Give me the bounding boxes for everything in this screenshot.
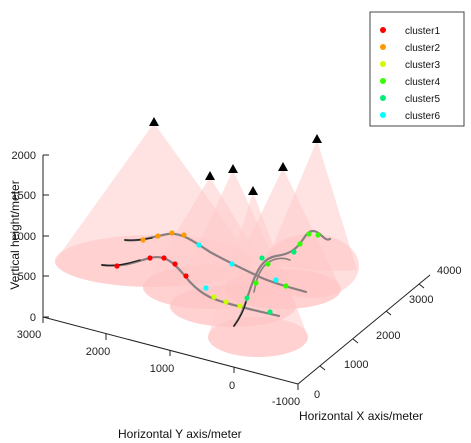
legend-marker-cluster4 bbox=[380, 78, 386, 84]
y-axis-title: Horizontal Y axis/meter bbox=[118, 427, 242, 441]
z-tick-label: 1000 bbox=[12, 231, 36, 243]
point-cluster6 bbox=[196, 242, 202, 248]
x-axis-line bbox=[297, 274, 431, 385]
y-tick-label: 0 bbox=[229, 380, 235, 392]
x-tick-label: 1000 bbox=[344, 359, 368, 371]
cluster-points bbox=[114, 230, 321, 315]
point-cluster4 bbox=[306, 231, 312, 237]
apex-triangle-2 bbox=[205, 171, 215, 180]
legend-marker-cluster6 bbox=[380, 112, 386, 118]
y-tick-label: -1000 bbox=[272, 396, 300, 408]
legend-marker-cluster3 bbox=[380, 61, 386, 67]
x-tick-label: 2000 bbox=[376, 330, 400, 342]
apex-triangle-1 bbox=[149, 117, 159, 126]
point-cluster6 bbox=[203, 285, 209, 291]
point-cluster4 bbox=[283, 283, 289, 289]
apex-triangle-3 bbox=[228, 164, 238, 173]
legend-label-cluster4: cluster4 bbox=[405, 77, 440, 88]
point-cluster5 bbox=[244, 295, 250, 301]
x-tick-mark bbox=[319, 365, 326, 371]
point-cluster5 bbox=[259, 255, 265, 261]
x-tick-mark bbox=[418, 283, 425, 289]
x-tick-mark bbox=[352, 338, 359, 344]
point-cluster5 bbox=[267, 309, 273, 315]
z-tick-labels: 0 500 1000 1500 2000 bbox=[12, 150, 36, 324]
trajectory-3-dark bbox=[233, 301, 247, 327]
x-tick-labels: 0 1000 2000 3000 4000 bbox=[314, 265, 461, 401]
y-tick-label: 1000 bbox=[150, 363, 174, 375]
legend: cluster1 cluster2 cluster3 cluster4 clus… bbox=[369, 11, 465, 127]
point-cluster2 bbox=[169, 230, 175, 236]
point-cluster3 bbox=[211, 294, 217, 300]
legend-marker-cluster1 bbox=[380, 27, 386, 33]
x-axis-title: Horizontal X axis/meter bbox=[299, 409, 423, 423]
uav-cone-6 bbox=[263, 140, 359, 298]
legend-label-cluster6: cluster6 bbox=[405, 111, 440, 122]
z-axis-title: Vertical height/meter bbox=[8, 180, 22, 289]
point-cluster1 bbox=[114, 263, 120, 269]
z-tick-label: 2000 bbox=[12, 150, 36, 162]
point-cluster6 bbox=[273, 277, 279, 283]
apex-triangle-4 bbox=[248, 186, 258, 195]
z-tick-label: 500 bbox=[18, 271, 36, 283]
y-tick-label: 3000 bbox=[17, 329, 41, 341]
apex-triangle-5 bbox=[278, 162, 288, 171]
x-tick-label: 0 bbox=[314, 389, 320, 401]
legend-label-cluster3: cluster3 bbox=[405, 60, 440, 71]
apex-triangle-6 bbox=[312, 134, 322, 143]
z-tick-label: 1500 bbox=[12, 190, 36, 202]
tick-marks bbox=[42, 154, 425, 390]
legend-marker-cluster2 bbox=[380, 44, 386, 50]
x-tick-label: 4000 bbox=[437, 265, 461, 277]
legend-marker-cluster5 bbox=[380, 95, 386, 101]
point-cluster5 bbox=[291, 249, 297, 255]
point-cluster1 bbox=[183, 273, 189, 279]
point-cluster1 bbox=[147, 255, 153, 261]
point-cluster2 bbox=[140, 237, 146, 243]
point-cluster3 bbox=[223, 299, 229, 305]
point-cluster4 bbox=[315, 232, 321, 238]
legend-label-cluster1: cluster1 bbox=[405, 26, 440, 37]
point-cluster2 bbox=[181, 232, 187, 238]
point-cluster1 bbox=[161, 255, 167, 261]
point-cluster4 bbox=[297, 241, 303, 247]
legend-label-cluster5: cluster5 bbox=[405, 94, 440, 105]
point-cluster6 bbox=[229, 261, 235, 267]
point-cluster3 bbox=[237, 303, 243, 309]
x-tick-label: 3000 bbox=[409, 294, 433, 306]
point-cluster4 bbox=[253, 280, 259, 286]
point-cluster4 bbox=[265, 261, 271, 267]
y-tick-labels: 3000 2000 1000 0 -1000 bbox=[17, 329, 300, 408]
trajectory-1-dark bbox=[101, 259, 141, 267]
y-tick-label: 2000 bbox=[86, 346, 110, 358]
legend-label-cluster2: cluster2 bbox=[405, 43, 440, 54]
cone-layer bbox=[55, 123, 359, 357]
apex-layer bbox=[149, 117, 322, 195]
x-tick-mark bbox=[385, 310, 392, 316]
point-cluster2 bbox=[155, 233, 161, 239]
z-tick-label: 0 bbox=[30, 312, 36, 324]
point-cluster1 bbox=[172, 261, 178, 267]
